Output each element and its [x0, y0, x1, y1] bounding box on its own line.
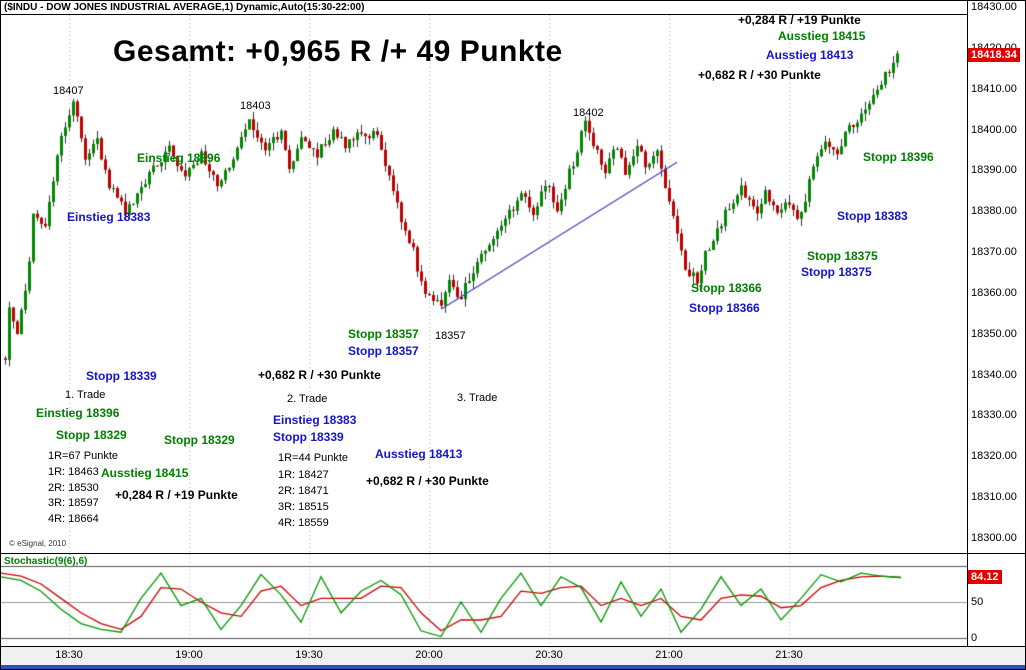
time-tick-label: 20:00	[415, 649, 443, 661]
risk-level-label: 1R=67 Punkte	[48, 450, 119, 462]
bottom-strip	[1, 665, 1025, 669]
risk-level-label: 3R: 18515	[278, 501, 329, 513]
summary-title: Gesamt: +0,965 R /+ 49 Punkte	[113, 35, 563, 68]
symbol-title: ($INDU - DOW JONES INDUSTRIAL AVERAGE,1)…	[4, 2, 365, 13]
stop-label: Stopp 18375	[807, 249, 878, 263]
price-level-label: 18407	[53, 85, 84, 97]
risk-level-label: 4R: 18664	[48, 513, 99, 525]
stop-label: Stopp 18329	[164, 433, 235, 447]
last-price-badge: 18418.34	[968, 47, 1020, 62]
price-level-label: 18403	[240, 100, 271, 112]
exit-label: Ausstieg 18413	[375, 447, 463, 461]
entry-label: Einstieg 18383	[273, 413, 357, 427]
trade-title: 2. Trade	[287, 393, 328, 405]
risk-level-label: 1R: 18427	[278, 469, 329, 481]
stop-label: Stopp 18339	[273, 430, 344, 444]
panel-divider	[1, 646, 1025, 647]
result-label: +0,682 R / +30 Punkte	[698, 68, 821, 82]
stop-label: Stopp 18383	[837, 209, 908, 223]
price-level-label: 18357	[435, 330, 466, 342]
result-label: +0,682 R / +30 Punkte	[366, 474, 489, 488]
stochastic-tick-label: 0	[971, 632, 978, 644]
time-tick-label: 20:30	[535, 649, 563, 661]
exit-label: Ausstieg 18415	[778, 29, 866, 43]
exit-label: Ausstieg 18415	[101, 466, 189, 480]
price-tick-label: 18350.00	[971, 327, 1017, 340]
stop-label: Stopp 18339	[86, 369, 157, 383]
time-axis[interactable]: 18:30 19:00 19:30 20:00 20:30 21:00 21:30	[1, 647, 1025, 665]
price-level-label: 18402	[573, 107, 604, 119]
price-chart-canvas[interactable]	[1, 15, 967, 553]
result-label: +0,284 R / +19 Punkte	[115, 488, 238, 502]
price-tick-label: 18370.00	[971, 246, 1017, 259]
exit-label: Ausstieg 18413	[766, 48, 854, 62]
price-tick-label: 18330.00	[971, 409, 1017, 422]
entry-label: Einstieg 18396	[36, 406, 120, 420]
price-tick-label: 18320.00	[971, 450, 1017, 463]
stochastic-value-badge: 84.12	[968, 570, 1002, 585]
price-tick-label: 18300.00	[971, 532, 1017, 544]
stop-label: Stopp 18396	[863, 150, 934, 164]
stochastic-tick-label: 50	[971, 596, 984, 608]
time-tick-label: 21:30	[775, 649, 803, 661]
price-tick-label: 18340.00	[971, 368, 1017, 381]
price-tick-label: 18390.00	[971, 164, 1017, 177]
risk-level-label: 1R=44 Punkte	[278, 452, 349, 464]
panel-divider	[1, 553, 1025, 554]
risk-level-label: 2R: 18530	[48, 482, 99, 494]
stop-label: Stopp 18329	[56, 428, 127, 442]
entry-label: Einstieg 18383	[67, 210, 151, 224]
copyright-label: © eSignal, 2010	[9, 539, 67, 548]
price-axis[interactable]: 18430.0018420.0018410.0018400.0018390.00…	[967, 1, 1025, 647]
stop-label: Stopp 18375	[801, 265, 872, 279]
risk-level-label: 3R: 18597	[48, 497, 99, 509]
stop-label: Stopp 18366	[691, 281, 762, 295]
risk-level-label: 1R: 18463	[48, 466, 99, 478]
price-tick-label: 18360.00	[971, 286, 1017, 299]
trade-title: 1. Trade	[65, 389, 106, 401]
entry-label: Einstieg 18396	[137, 151, 221, 165]
stop-label: Stopp 18357	[348, 344, 419, 358]
risk-level-label: 4R: 18559	[278, 517, 329, 529]
price-tick-label: 18430.00	[971, 1, 1017, 13]
result-label: +0,682 R / +30 Punkte	[258, 368, 381, 382]
risk-level-label: 2R: 18471	[278, 485, 329, 497]
stochastic-canvas[interactable]	[1, 554, 967, 646]
price-tick-label: 18410.00	[971, 82, 1017, 95]
trade-title: 3. Trade	[457, 392, 498, 404]
time-tick-label: 19:00	[175, 649, 203, 661]
time-tick-label: 21:00	[655, 649, 683, 661]
price-tick-label: 18310.00	[971, 491, 1017, 504]
time-tick-label: 18:30	[55, 649, 83, 661]
stop-label: Stopp 18366	[689, 301, 760, 315]
stop-label: Stopp 18357	[348, 327, 419, 341]
result-label: +0,284 R / +19 Punkte	[738, 13, 861, 27]
price-tick-label: 18400.00	[971, 123, 1017, 136]
price-tick-label: 18380.00	[971, 205, 1017, 218]
chart-title-bar: ($INDU - DOW JONES INDUSTRIAL AVERAGE,1)…	[1, 1, 967, 15]
stochastic-label: Stochastic(9(6),6)	[4, 556, 88, 567]
time-tick-label: 19:30	[295, 649, 323, 661]
